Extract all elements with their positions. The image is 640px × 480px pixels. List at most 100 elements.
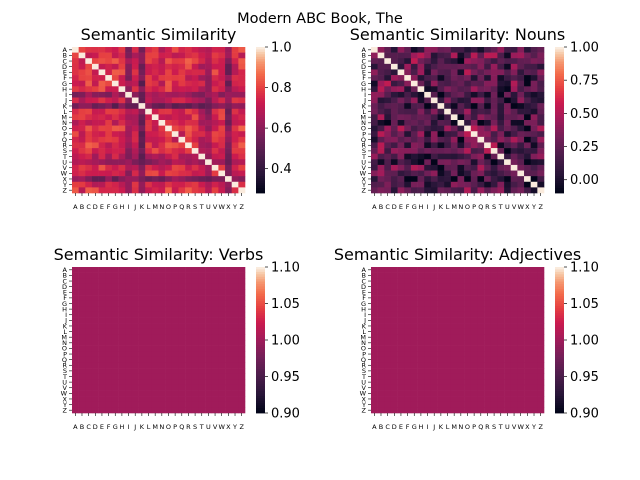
heatmap-cell	[510, 103, 518, 110]
heatmap-cell	[78, 390, 86, 397]
heatmap-cell	[384, 142, 392, 149]
colorbar-segment	[256, 269, 265, 273]
heatmap-cell	[98, 289, 106, 296]
y-tick-label: I	[65, 91, 67, 99]
heatmap-cell	[477, 86, 485, 93]
heatmap-cell	[410, 86, 418, 93]
heatmap-cell	[118, 125, 126, 132]
heatmap-cell	[404, 396, 412, 403]
colorbar-segment	[256, 279, 265, 282]
heatmap-cell	[484, 120, 492, 126]
heatmap-cell	[238, 97, 246, 104]
heatmap-cell	[490, 283, 498, 290]
heatmap-cell	[105, 164, 113, 171]
heatmap-cell	[131, 351, 139, 358]
heatmap-cell	[417, 311, 425, 318]
heatmap-cell	[417, 283, 425, 290]
heatmap-cell	[111, 351, 119, 358]
heatmap-cell	[151, 283, 159, 290]
x-tick-label: B	[379, 423, 383, 431]
heatmap-cell	[457, 136, 465, 143]
colorbar-segment	[256, 381, 265, 385]
heatmap-cell	[165, 306, 173, 313]
x-tick-label: Q	[179, 423, 184, 431]
heatmap-cell	[524, 75, 531, 81]
heatmap-cell	[457, 317, 465, 324]
heatmap-cell	[371, 69, 378, 76]
heatmap-cell	[171, 131, 179, 138]
y-tick-label: X	[63, 395, 68, 403]
heatmap-cell	[437, 170, 445, 177]
heatmap-cell	[178, 401, 186, 408]
colorbar-segment	[256, 325, 265, 329]
heatmap-cell	[430, 368, 438, 374]
heatmap-cell	[98, 306, 106, 313]
heatmap-cell	[231, 340, 239, 346]
heatmap-cell	[484, 108, 492, 115]
heatmap-cell	[158, 148, 166, 154]
heatmap-cell	[437, 384, 445, 391]
heatmap-cell	[524, 164, 531, 171]
heatmap-cell	[464, 91, 472, 98]
heatmap-cell	[537, 75, 545, 81]
heatmap-cell	[171, 58, 179, 65]
x-tick-label: D	[392, 423, 397, 431]
heatmap-cell	[437, 317, 445, 324]
heatmap-cell	[165, 136, 173, 143]
heatmap-cell	[158, 75, 166, 81]
heatmap-cell	[218, 103, 226, 110]
heatmap-cell	[484, 356, 492, 363]
heatmap-cell	[72, 278, 79, 285]
heatmap-cell	[377, 351, 385, 358]
heatmap-cell	[191, 407, 199, 414]
heatmap-cell	[497, 69, 505, 76]
colorbar-segment	[555, 156, 564, 160]
heatmap-cell	[125, 170, 133, 177]
heatmap-cell	[231, 334, 239, 341]
heatmap-cell	[158, 58, 166, 65]
heatmap-cell	[191, 97, 199, 104]
x-tick-label: N	[458, 203, 463, 211]
heatmap-cell	[78, 58, 86, 65]
heatmap-cell	[444, 295, 452, 301]
y-tick-label: K	[362, 102, 367, 110]
heatmap-cell	[417, 289, 425, 296]
heatmap-cell	[111, 58, 119, 65]
heatmap-cell	[225, 390, 232, 397]
heatmap-cell	[497, 368, 505, 374]
heatmap-cell	[430, 75, 438, 81]
heatmap-cell	[178, 407, 186, 414]
heatmap-cell	[78, 131, 86, 138]
heatmap-cell	[151, 356, 159, 363]
heatmap-cell	[72, 97, 79, 104]
heatmap-cell	[218, 300, 226, 307]
heatmap-cell	[178, 362, 186, 369]
heatmap-cell	[537, 396, 545, 403]
colorbar-segment	[555, 286, 564, 290]
heatmap-cell	[125, 97, 133, 104]
heatmap-cell	[131, 80, 139, 87]
heatmap-cell	[371, 362, 378, 369]
heatmap-cell	[125, 311, 133, 318]
heatmap-cell	[490, 69, 498, 76]
heatmap-cell	[390, 63, 398, 70]
heatmap-cell	[145, 125, 153, 132]
heatmap-cell	[138, 401, 146, 408]
heatmap-cell	[377, 58, 385, 65]
heatmap-cell	[138, 103, 146, 110]
heatmap-cell	[131, 52, 139, 59]
heatmap-cell	[78, 300, 86, 307]
heatmap-cell	[484, 69, 492, 76]
heatmap-cell	[397, 323, 405, 330]
heatmap-cell	[470, 47, 478, 53]
heatmap-cell	[118, 272, 126, 279]
heatmap-cell	[105, 317, 113, 324]
heatmap-cell	[165, 125, 173, 132]
heatmap-cell	[185, 159, 193, 166]
heatmap-cell	[444, 125, 452, 132]
heatmap-cell	[437, 289, 445, 296]
heatmap-cell	[191, 164, 199, 171]
heatmap-cell	[211, 340, 219, 346]
heatmap-cell	[371, 379, 378, 386]
heatmap-cell	[105, 181, 113, 188]
